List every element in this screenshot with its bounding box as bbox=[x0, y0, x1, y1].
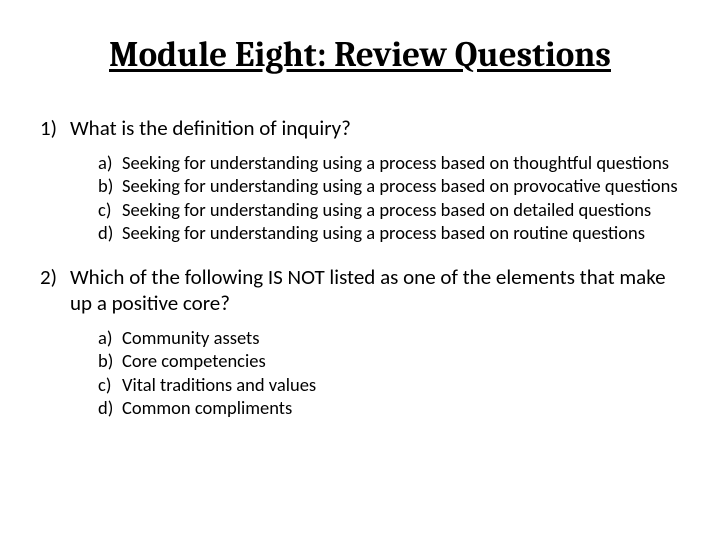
option-c: c) Seeking for understanding using a pro… bbox=[98, 198, 684, 221]
option-text: Vital traditions and values bbox=[122, 373, 684, 396]
option-a: a) Community assets bbox=[98, 326, 684, 349]
option-d: d) Common compliments bbox=[98, 396, 684, 419]
option-b: b) Core competencies bbox=[98, 349, 684, 372]
question-1-prompt: 1) What is the definition of inquiry? bbox=[36, 115, 684, 141]
option-letter: b) bbox=[98, 349, 122, 372]
page-title: Module Eight: Review Questions bbox=[36, 34, 684, 75]
question-text: What is the definition of inquiry? bbox=[70, 115, 684, 141]
question-1-options: a) Seeking for understanding using a pro… bbox=[36, 151, 684, 244]
option-text: Core competencies bbox=[122, 349, 684, 372]
question-1: 1) What is the definition of inquiry? a)… bbox=[36, 115, 684, 244]
option-text: Seeking for understanding using a proces… bbox=[122, 221, 684, 244]
option-letter: c) bbox=[98, 373, 122, 396]
question-number: 2) bbox=[40, 264, 70, 317]
question-text: Which of the following IS NOT listed as … bbox=[70, 264, 684, 317]
question-number: 1) bbox=[40, 115, 70, 141]
option-letter: a) bbox=[98, 326, 122, 349]
option-text: Seeking for understanding using a proces… bbox=[122, 174, 684, 197]
option-letter: a) bbox=[98, 151, 122, 174]
question-2-prompt: 2) Which of the following IS NOT listed … bbox=[36, 264, 684, 317]
option-text: Common compliments bbox=[122, 396, 684, 419]
option-text: Seeking for understanding using a proces… bbox=[122, 151, 684, 174]
option-text: Seeking for understanding using a proces… bbox=[122, 198, 684, 221]
option-d: d) Seeking for understanding using a pro… bbox=[98, 221, 684, 244]
option-letter: c) bbox=[98, 198, 122, 221]
option-letter: d) bbox=[98, 396, 122, 419]
option-a: a) Seeking for understanding using a pro… bbox=[98, 151, 684, 174]
option-letter: d) bbox=[98, 221, 122, 244]
option-letter: b) bbox=[98, 174, 122, 197]
option-b: b) Seeking for understanding using a pro… bbox=[98, 174, 684, 197]
option-text: Community assets bbox=[122, 326, 684, 349]
question-2-options: a) Community assets b) Core competencies… bbox=[36, 326, 684, 419]
question-2: 2) Which of the following IS NOT listed … bbox=[36, 264, 684, 419]
option-c: c) Vital traditions and values bbox=[98, 373, 684, 396]
